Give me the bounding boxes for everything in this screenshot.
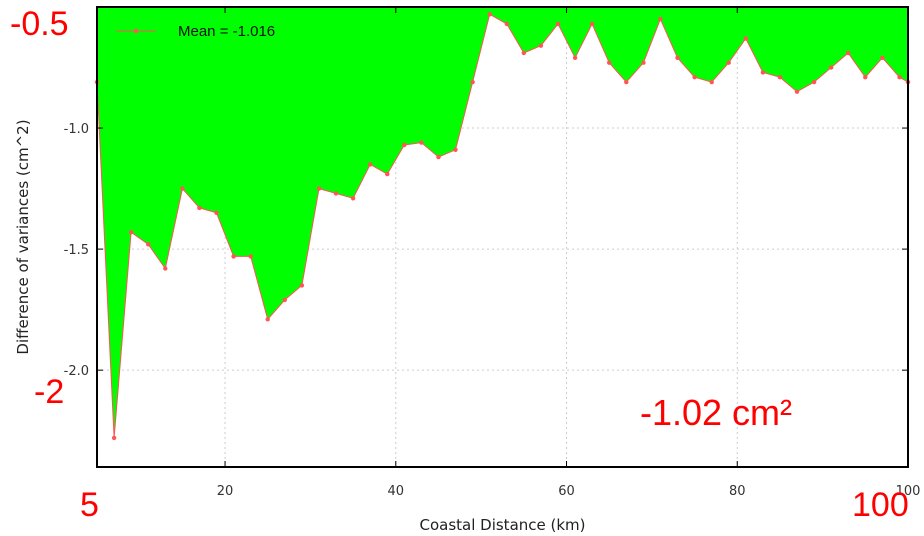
x-tick-label: 80	[729, 484, 746, 499]
overlay-top-left-value: -0.5	[10, 5, 69, 43]
data-point	[180, 186, 185, 191]
data-point	[111, 435, 117, 441]
x-tick-label: 20	[217, 484, 234, 499]
data-point	[504, 21, 509, 27]
y-tick-label: -1.0	[64, 122, 89, 137]
tick-labels: 20 40 60 80 100 -1.0 -1.5 -2.0	[64, 122, 921, 499]
data-point	[419, 140, 424, 145]
data-point	[402, 142, 407, 148]
data-point	[128, 230, 134, 235]
x-axis-title: Coastal Distance (km)	[419, 516, 585, 534]
overlay-bottom-right-value: 100	[852, 486, 909, 524]
x-tick-label: 60	[558, 484, 575, 499]
data-point	[589, 21, 595, 27]
data-point	[675, 55, 680, 60]
y-axis-title: Difference of variances (cm^2)	[14, 119, 32, 354]
data-point	[777, 75, 783, 80]
x-tick-label: 100	[896, 484, 921, 499]
x-tick-label: 40	[388, 484, 405, 499]
legend-label: Mean = -1.016	[178, 23, 275, 40]
data-point	[607, 60, 612, 65]
series-points	[94, 12, 911, 441]
overlay-bottom-left-value: 5	[80, 486, 99, 524]
data-point	[214, 210, 219, 215]
series-area-fill	[97, 7, 908, 438]
data-point	[709, 79, 714, 85]
data-point	[470, 79, 475, 85]
data-point	[197, 205, 202, 211]
y-tick-label: -1.5	[64, 243, 89, 258]
data-point	[146, 242, 151, 247]
data-point	[299, 283, 305, 288]
axis-ticks	[97, 7, 909, 467]
data-point	[316, 186, 322, 191]
data-point	[521, 50, 526, 56]
overlay-left-value: -2	[34, 373, 65, 411]
data-point	[846, 50, 851, 56]
data-point	[265, 317, 270, 322]
legend-marker	[133, 28, 139, 34]
data-point	[624, 79, 629, 85]
data-point	[555, 21, 561, 27]
data-point	[436, 154, 441, 160]
data-point	[692, 75, 697, 80]
data-point	[811, 79, 817, 85]
data-point	[760, 70, 766, 75]
data-point	[487, 12, 492, 17]
data-point	[453, 147, 458, 152]
data-point	[658, 16, 663, 22]
plot-frame	[96, 6, 909, 468]
data-point	[231, 254, 236, 259]
data-point	[829, 65, 834, 70]
data-point	[726, 60, 731, 65]
data-point	[368, 162, 373, 167]
data-point	[794, 89, 800, 94]
data-point	[333, 191, 339, 196]
data-point	[163, 266, 168, 271]
data-point	[572, 55, 578, 60]
data-point	[538, 43, 544, 48]
data-point	[350, 196, 356, 201]
legend: Mean = -1.016	[116, 23, 275, 40]
overlay-mean-value: -1.02 cm²	[640, 392, 793, 433]
data-point	[863, 75, 868, 80]
y-tick-label: -2.0	[64, 364, 89, 379]
data-point	[743, 36, 748, 41]
data-point	[897, 75, 902, 80]
data-point	[641, 60, 646, 65]
data-point	[282, 297, 287, 303]
data-point	[880, 55, 885, 60]
data-point	[248, 254, 253, 259]
data-point	[385, 171, 390, 177]
